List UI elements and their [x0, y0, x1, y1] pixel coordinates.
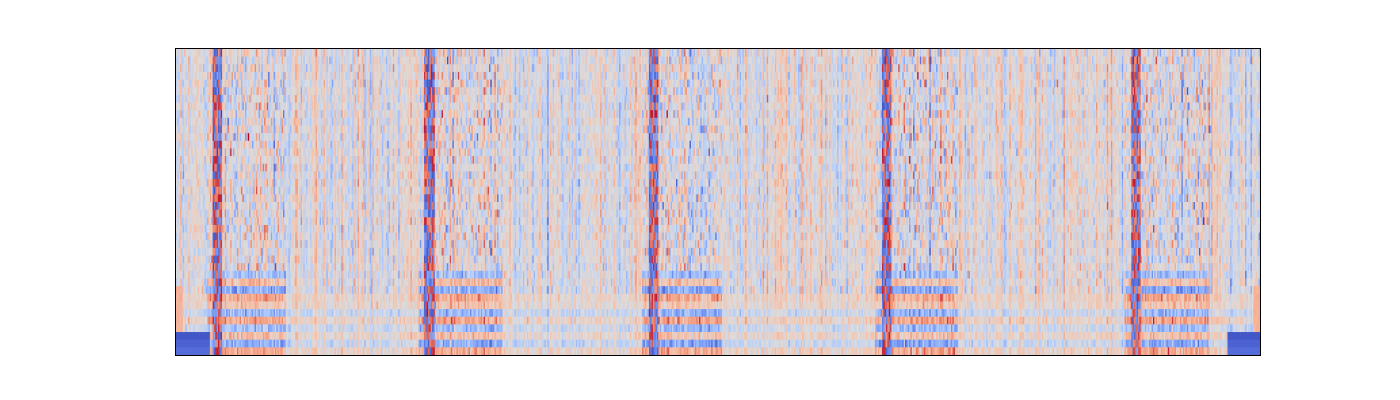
- heatmap-cells: [176, 49, 1260, 355]
